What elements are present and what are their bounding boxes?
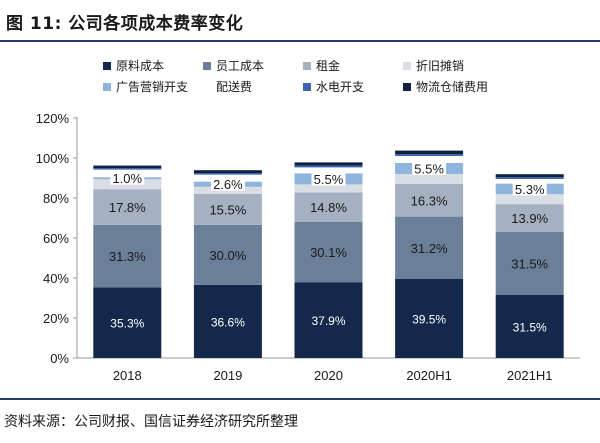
source-note: 资料来源：公司财报、国信证券经济研究所整理 [4, 414, 298, 430]
legend-swatch-1 [103, 62, 111, 70]
legend-label-2: 员工成本 [216, 59, 264, 73]
bar-segment-2-2020H1 [395, 216, 464, 279]
data-label-5-2020: 5.5% [314, 172, 344, 187]
bar-segment-2-2020 [294, 222, 363, 283]
bar-segment-7-2020H1 [395, 154, 464, 156]
data-label-1-2021H1: 31.5% [513, 321, 547, 335]
bar-segment-6-2020H1 [395, 156, 464, 163]
bar-segment-1-2018 [93, 287, 162, 358]
data-label-bg-5-2021H1 [512, 182, 547, 196]
data-label-3-2018: 17.8% [109, 200, 146, 215]
y-tick-label-5: 100% [36, 151, 70, 166]
data-label-5-2021H1: 5.3% [515, 182, 545, 197]
data-label-2-2019: 30.0% [209, 248, 246, 263]
legend-label-3: 租金 [316, 58, 340, 73]
data-label-3-2020: 14.8% [310, 200, 347, 215]
bar-segment-8-2018 [93, 165, 162, 168]
bar-segment-6-2021H1 [495, 179, 564, 184]
data-label-1-2020: 37.9% [311, 314, 345, 328]
data-label-1-2020H1: 39.5% [412, 313, 446, 327]
legend-label-7: 水电开支 [316, 80, 364, 94]
bar-segment-7-2020 [294, 165, 363, 168]
y-tick-label-2: 40% [43, 271, 69, 286]
legend-swatch-2 [203, 62, 211, 70]
data-label-5-2020H1: 5.5% [414, 162, 444, 177]
source-bar: 资料来源：公司财报、国信证券经济研究所整理 [0, 398, 600, 443]
legend-label-6: 配送费 [216, 79, 252, 94]
x-tick-label-4: 2021H1 [507, 368, 553, 383]
x-tick-label-0: 2018 [113, 368, 142, 383]
bar-segment-4-2021H1 [495, 194, 564, 205]
data-label-5-2018: 1.0% [112, 171, 142, 186]
y-tick-label-4: 80% [43, 191, 69, 206]
y-tick-label-3: 60% [43, 231, 69, 246]
bar-segment-2-2019 [193, 224, 262, 285]
data-label-2-2021H1: 31.5% [511, 257, 548, 272]
legend-label-5: 广告营销开支 [116, 80, 188, 94]
data-label-2-2020H1: 31.2% [411, 241, 448, 256]
data-label-2-2020: 30.1% [310, 245, 347, 260]
bar-segment-1-2020 [294, 282, 363, 358]
chart-data-labels: 35.3% 31.3% 17.8% 1.0% 36.6% 30.0% 15.5% 2.6% 37… [109, 162, 549, 335]
bar-segment-1-2020H1 [395, 279, 464, 358]
data-label-3-2021H1: 13.9% [511, 211, 548, 226]
chart-axes: 0% 20% 40% 60% 80% 100% 120% 2018 2019 2020 2020H1… [36, 111, 580, 383]
legend-swatch-6 [202, 82, 212, 92]
data-label-3-2019: 15.5% [209, 202, 246, 217]
bar-segment-8-2020 [294, 162, 363, 166]
data-label-bg-5-2019 [210, 177, 245, 191]
y-tick-label-0: 0% [50, 351, 69, 366]
legend-swatch-5 [103, 83, 111, 91]
legend-swatch-7 [303, 83, 311, 91]
bar-segment-3-2018 [93, 189, 162, 225]
bar-segment-8-2021H1 [495, 174, 564, 178]
bar-segment-1-2019 [193, 284, 262, 358]
bar-segment-7-2018 [93, 168, 162, 170]
bar-segment-6-2020 [294, 167, 363, 174]
bar-segment-3-2020H1 [395, 184, 464, 217]
bar-segment-2-2021H1 [495, 232, 564, 295]
bar-segment-4-2020 [294, 184, 363, 193]
bar-segment-7-2019 [193, 173, 262, 175]
bar-segment-3-2021H1 [495, 204, 564, 232]
bar-segment-3-2019 [193, 193, 262, 225]
data-label-1-2019: 36.6% [211, 315, 245, 329]
legend-swatch-8 [403, 83, 411, 91]
bar-segment-3-2020 [294, 192, 363, 222]
bar-segment-7-2021H1 [495, 177, 564, 179]
y-tick-label-6: 120% [36, 111, 70, 126]
figure-title: 图 11: 公司各项成本费率变化 [6, 14, 244, 34]
data-label-1-2018: 35.3% [110, 317, 144, 331]
x-tick-label-2: 2020 [314, 368, 343, 383]
x-tick-label-1: 2019 [213, 368, 242, 383]
bar-segment-2-2018 [93, 224, 162, 288]
legend-label-1: 原料成本 [116, 59, 164, 73]
data-label-2-2018: 31.3% [109, 249, 146, 264]
legend-swatch-3 [303, 62, 311, 70]
bar-segment-1-2021H1 [495, 295, 564, 358]
figure-title-bar: 图 11: 公司各项成本费率变化 [0, 0, 600, 42]
data-label-3-2020H1: 16.3% [411, 193, 448, 208]
bar-segment-8-2020H1 [395, 150, 464, 155]
data-label-bg-5-2018 [110, 171, 145, 185]
data-label-bg-5-2020H1 [412, 162, 447, 175]
y-tick-label-1: 20% [43, 311, 69, 326]
legend-swatch-4 [403, 62, 411, 70]
legend-label-4: 折旧摊销 [416, 58, 464, 73]
legend-label-8: 物流仓储费用 [416, 79, 488, 94]
data-label-5-2019: 2.6% [213, 177, 243, 192]
data-label-bg-5-2020 [311, 172, 346, 186]
bar-segment-4-2020H1 [395, 174, 464, 184]
bar-segment-8-2019 [193, 170, 262, 173]
x-tick-label-3: 2020H1 [406, 368, 452, 383]
